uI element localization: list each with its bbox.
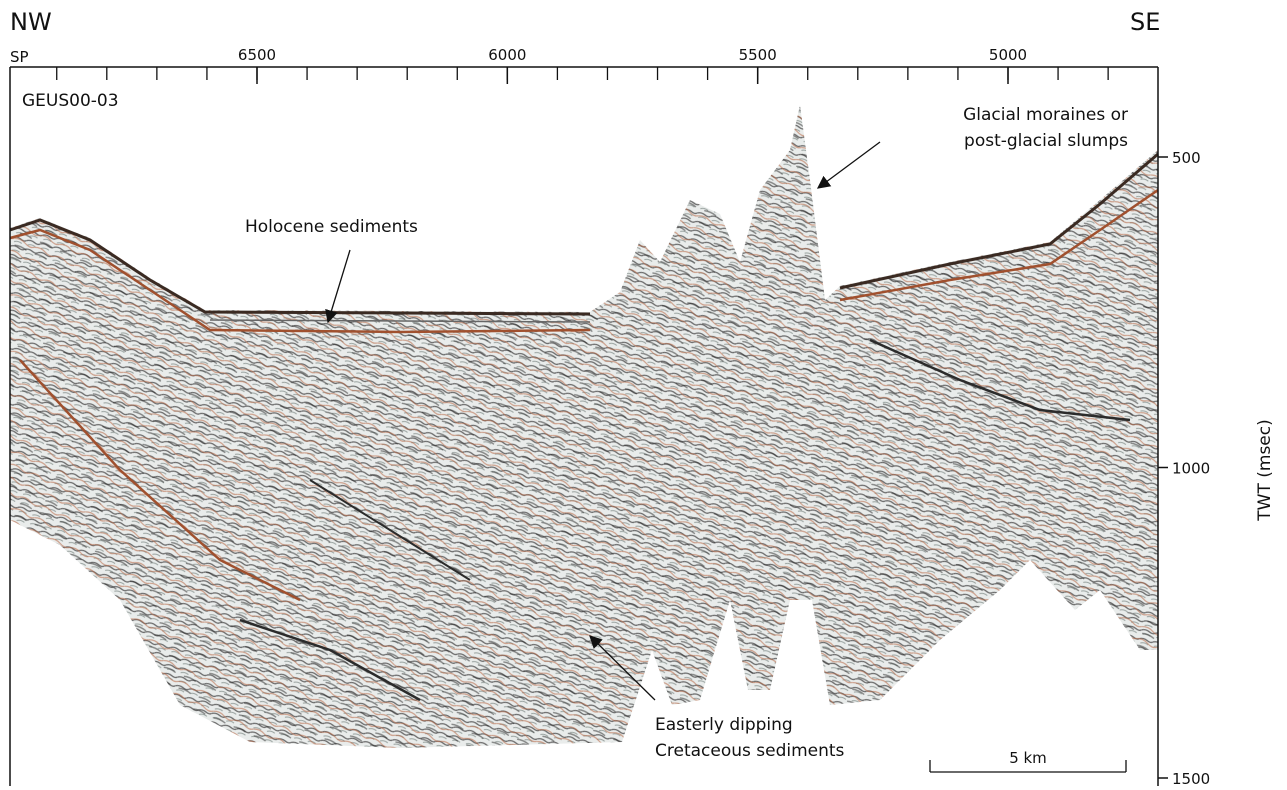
tick-label: 1500 [1172, 770, 1210, 786]
arrow [818, 142, 880, 188]
tick-label: 6000 [488, 46, 526, 64]
annotation: Holocene sediments [245, 217, 418, 237]
seismic-section [10, 105, 1158, 748]
profile-label: GEUS00-03 [22, 91, 119, 111]
tick-label: 5000 [989, 46, 1027, 64]
annotation: Glacial moraines or [963, 105, 1128, 125]
scale-bar-label: 5 km [1009, 749, 1047, 767]
right-axis-label: TWT (msec) [1255, 419, 1275, 521]
annotation: post-glacial slumps [964, 131, 1128, 151]
tick-label: 1000 [1172, 460, 1210, 478]
top-axis-label: SP [10, 48, 29, 66]
seismic-figure: NW SE SP GEUS00-03 TWT (msec) Holocene s… [0, 0, 1287, 786]
tick-label: 500 [1172, 149, 1201, 167]
minor-ticks [57, 67, 1108, 80]
tick-label: 5500 [739, 46, 777, 64]
annotation: Easterly dipping [655, 715, 793, 735]
tick-label: 6500 [238, 46, 276, 64]
direction-left: NW [10, 8, 52, 36]
direction-right: SE [1130, 8, 1160, 36]
annotation: Cretaceous sediments [655, 741, 845, 761]
